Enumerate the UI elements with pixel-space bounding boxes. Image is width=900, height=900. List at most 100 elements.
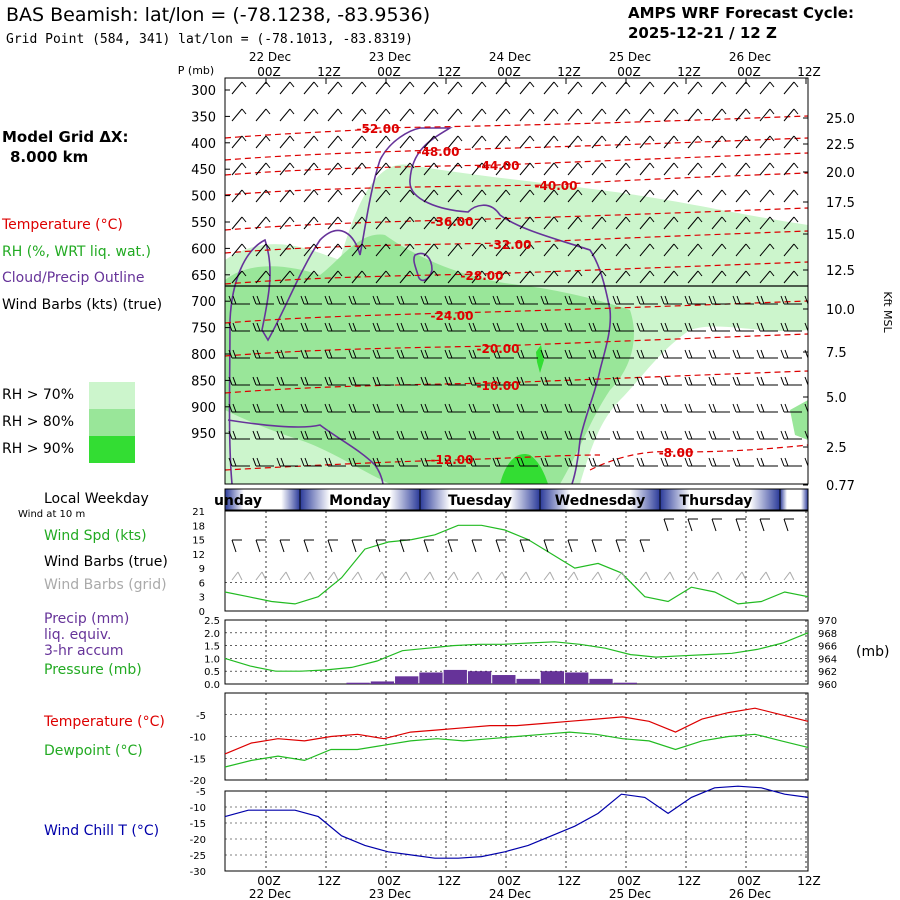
wind-barb	[276, 322, 298, 332]
wind-barb	[612, 457, 634, 467]
wind-barb	[615, 81, 631, 95]
top-hour-label: 00Z	[737, 65, 761, 79]
wind-barb	[735, 162, 751, 176]
wind-barb	[255, 81, 271, 95]
grid-wind-barb	[231, 571, 243, 581]
wind-barb	[447, 270, 463, 284]
wind-barb	[687, 162, 703, 176]
wind-barb	[324, 457, 346, 467]
wind-barb	[663, 108, 679, 122]
wind-barb	[276, 376, 298, 386]
grid-wind-barb	[759, 571, 771, 581]
wind-barb	[255, 216, 271, 230]
temperature-contours	[225, 115, 808, 471]
wind-barb	[423, 108, 439, 122]
wind-barb	[468, 430, 490, 440]
pressure-tick-label: 350	[191, 110, 216, 125]
cloud-outline-inner	[413, 252, 433, 282]
wind-barb	[495, 81, 511, 95]
top-hour-label: 00Z	[377, 65, 401, 79]
surface-wind-barb	[711, 518, 722, 532]
wind-barb	[351, 162, 367, 176]
precip-bar	[346, 682, 370, 684]
wind-barb	[351, 81, 367, 95]
wind-barb	[420, 349, 442, 359]
wind-barb	[519, 216, 535, 230]
wind-barb	[660, 376, 682, 386]
wind-barb	[783, 135, 799, 149]
wind-barb	[372, 376, 394, 386]
grid-wind-barb	[399, 571, 411, 581]
wind-speed-tick: 15	[192, 536, 205, 547]
wind-barb	[540, 295, 562, 305]
height-tick-label: 15.0	[826, 228, 855, 243]
precip-bar	[565, 672, 589, 684]
wind-barb	[252, 457, 274, 467]
wind-barb	[564, 322, 586, 332]
wind-at-10m-label: Wind at 10 m	[18, 509, 86, 520]
wind-barb	[375, 162, 391, 176]
wind-barb	[732, 430, 754, 440]
wind-barb	[252, 349, 274, 359]
wind-barb	[279, 189, 295, 203]
weekday-segment	[420, 489, 480, 510]
wind-barb	[447, 189, 463, 203]
pressure-tick-label: 800	[191, 348, 216, 363]
wind-barb	[663, 243, 679, 257]
wind-barb	[639, 270, 655, 284]
temperature-contour-label: -32.00	[489, 238, 532, 252]
wind-barb	[588, 376, 610, 386]
wind-barb	[495, 162, 511, 176]
wind-barb	[252, 430, 274, 440]
height-tick-label: 20.0	[826, 166, 855, 181]
temperature-line	[224, 707, 809, 755]
wind-barb	[468, 322, 490, 332]
wind-barb	[567, 135, 583, 149]
precip-bar	[443, 669, 467, 684]
wind-barb	[684, 430, 706, 440]
wind-barb	[351, 135, 367, 149]
wind-barb	[759, 243, 775, 257]
wind-barb	[279, 108, 295, 122]
wind-barb	[471, 270, 487, 284]
bottom-date-label: 22 Dec	[249, 887, 291, 900]
rh70-label: RH > 70%	[2, 387, 75, 403]
wind-barb	[495, 135, 511, 149]
wind-barb	[564, 430, 586, 440]
temperature-contour	[225, 207, 808, 231]
weekday-label: Wednesday	[555, 493, 645, 509]
wind-barb	[351, 243, 367, 257]
wind-barb	[783, 270, 799, 284]
legend-wind-barbs: Wind Barbs (kts) (true)	[2, 297, 163, 313]
surface-wind-barb	[375, 539, 386, 553]
wind-barb	[468, 376, 490, 386]
wind-barb	[519, 189, 535, 203]
wind-barb	[783, 189, 799, 203]
wind-barb	[375, 216, 391, 230]
wind-speed-tick: 21	[192, 507, 205, 518]
wind-barb	[300, 376, 322, 386]
wind-barb	[375, 189, 391, 203]
weekday-segment	[660, 489, 720, 510]
wind-barb	[423, 216, 439, 230]
surface-wind-barb	[303, 539, 314, 553]
top-hour-label: 00Z	[617, 65, 641, 79]
wind-barb	[639, 243, 655, 257]
wind-barb	[444, 295, 466, 305]
wind-barb	[228, 349, 250, 359]
grid-wind-barb	[567, 571, 579, 581]
wind-barb	[615, 243, 631, 257]
wind-barb	[543, 270, 559, 284]
wind-barb	[663, 81, 679, 95]
wind-barb	[759, 108, 775, 122]
wind-barb	[471, 135, 487, 149]
temperature-contour	[225, 333, 808, 357]
wind-barb	[591, 270, 607, 284]
pressure-tick-label: 750	[191, 322, 216, 337]
grid-wind-barb	[615, 571, 627, 581]
wind-barb	[780, 376, 802, 386]
wind-barb	[423, 270, 439, 284]
wind-barb	[540, 322, 562, 332]
wind-barb	[372, 403, 394, 413]
legend-temperature: Temperature (°C)	[2, 217, 123, 233]
